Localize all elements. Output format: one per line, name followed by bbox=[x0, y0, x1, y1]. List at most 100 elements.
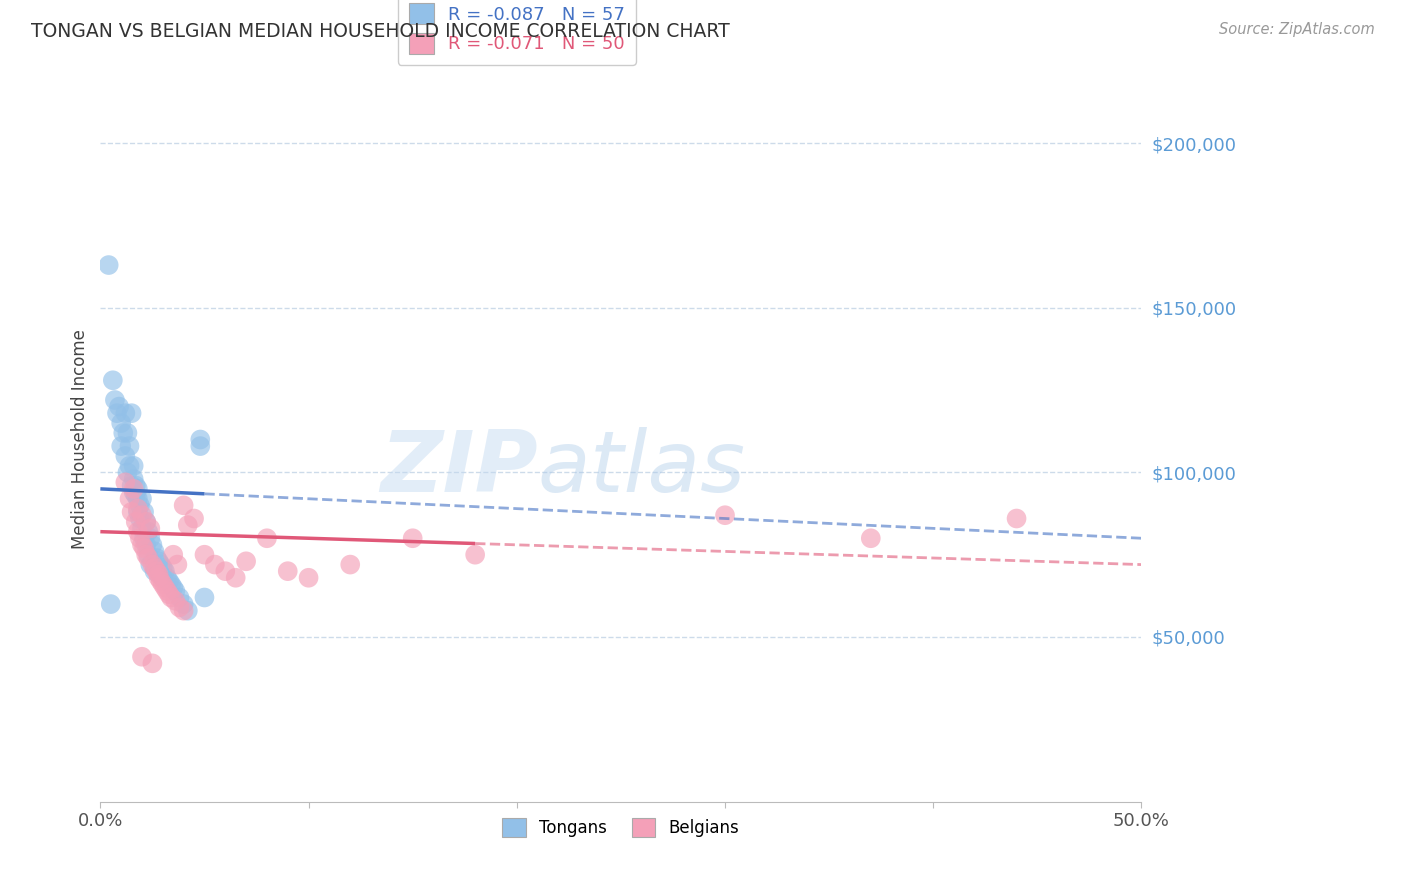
Point bbox=[139, 521, 162, 535]
Point bbox=[114, 449, 136, 463]
Point bbox=[135, 538, 157, 552]
Point bbox=[148, 567, 170, 582]
Point bbox=[714, 508, 737, 523]
Point bbox=[148, 571, 170, 585]
Point bbox=[122, 482, 145, 496]
Point bbox=[131, 521, 153, 535]
Point bbox=[117, 466, 139, 480]
Point bbox=[143, 561, 166, 575]
Point bbox=[156, 583, 179, 598]
Point bbox=[135, 515, 157, 529]
Point bbox=[166, 558, 188, 572]
Point bbox=[105, 406, 128, 420]
Point bbox=[145, 564, 167, 578]
Point bbox=[173, 499, 195, 513]
Point bbox=[127, 491, 149, 506]
Point bbox=[214, 564, 236, 578]
Point bbox=[339, 558, 361, 572]
Point bbox=[121, 478, 143, 492]
Point bbox=[127, 501, 149, 516]
Point bbox=[160, 577, 183, 591]
Point bbox=[148, 554, 170, 568]
Point bbox=[156, 571, 179, 585]
Point bbox=[149, 574, 172, 588]
Point bbox=[177, 604, 200, 618]
Point bbox=[297, 571, 319, 585]
Point bbox=[145, 551, 167, 566]
Point bbox=[188, 433, 211, 447]
Point bbox=[125, 515, 148, 529]
Point bbox=[139, 531, 162, 545]
Point bbox=[121, 406, 143, 420]
Point bbox=[100, 597, 122, 611]
Point bbox=[117, 425, 139, 440]
Point bbox=[104, 392, 127, 407]
Point bbox=[235, 554, 257, 568]
Point bbox=[173, 597, 195, 611]
Point bbox=[127, 505, 149, 519]
Point bbox=[183, 511, 205, 525]
Point bbox=[152, 561, 174, 575]
Point bbox=[136, 524, 159, 539]
Point bbox=[256, 531, 278, 545]
Point bbox=[149, 558, 172, 572]
Legend: Tongans, Belgians: Tongans, Belgians bbox=[496, 812, 747, 844]
Point bbox=[129, 531, 152, 545]
Point bbox=[127, 482, 149, 496]
Point bbox=[131, 538, 153, 552]
Point bbox=[225, 571, 247, 585]
Point bbox=[859, 531, 882, 545]
Point bbox=[165, 583, 187, 598]
Point bbox=[135, 548, 157, 562]
Point bbox=[204, 558, 226, 572]
Point bbox=[122, 472, 145, 486]
Point bbox=[141, 538, 163, 552]
Point bbox=[131, 649, 153, 664]
Point bbox=[125, 488, 148, 502]
Point bbox=[169, 600, 191, 615]
Point bbox=[125, 478, 148, 492]
Point bbox=[277, 564, 299, 578]
Text: ZIP: ZIP bbox=[380, 427, 537, 510]
Point bbox=[143, 544, 166, 558]
Y-axis label: Median Household Income: Median Household Income bbox=[72, 329, 89, 549]
Point bbox=[127, 524, 149, 539]
Point bbox=[129, 499, 152, 513]
Point bbox=[157, 587, 180, 601]
Point bbox=[173, 604, 195, 618]
Point bbox=[1005, 511, 1028, 525]
Point bbox=[118, 458, 141, 473]
Point bbox=[114, 406, 136, 420]
Point bbox=[177, 518, 200, 533]
Point bbox=[157, 574, 180, 588]
Text: atlas: atlas bbox=[537, 427, 745, 510]
Point bbox=[118, 439, 141, 453]
Point bbox=[464, 548, 486, 562]
Point bbox=[153, 581, 176, 595]
Point bbox=[160, 591, 183, 605]
Point bbox=[143, 564, 166, 578]
Point bbox=[129, 511, 152, 525]
Point bbox=[97, 258, 120, 272]
Point bbox=[162, 581, 184, 595]
Point bbox=[165, 594, 187, 608]
Point bbox=[188, 439, 211, 453]
Point bbox=[141, 657, 163, 671]
Point bbox=[131, 508, 153, 523]
Point bbox=[139, 558, 162, 572]
Point bbox=[114, 475, 136, 490]
Point bbox=[136, 551, 159, 566]
Point bbox=[136, 548, 159, 562]
Point bbox=[162, 548, 184, 562]
Point bbox=[108, 400, 131, 414]
Point bbox=[152, 577, 174, 591]
Point bbox=[121, 505, 143, 519]
Point bbox=[122, 485, 145, 500]
Point bbox=[110, 416, 132, 430]
Point bbox=[131, 491, 153, 506]
Text: Source: ZipAtlas.com: Source: ZipAtlas.com bbox=[1219, 22, 1375, 37]
Point bbox=[193, 591, 215, 605]
Point bbox=[141, 558, 163, 572]
Point bbox=[169, 591, 191, 605]
Point bbox=[132, 531, 155, 545]
